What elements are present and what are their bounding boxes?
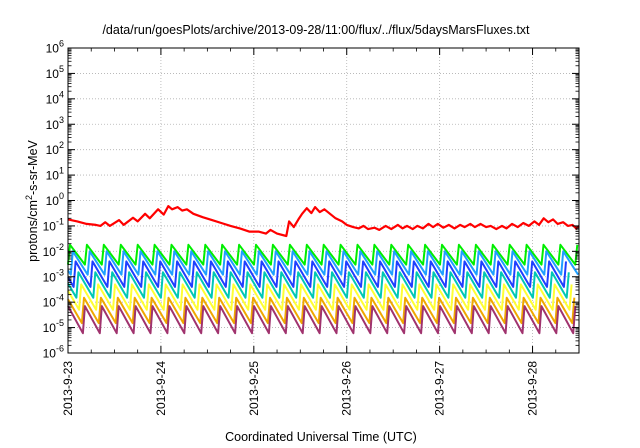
data-series-line xyxy=(67,250,579,276)
x-axis-label: Coordinated Universal Time (UTC) xyxy=(225,430,417,444)
data-series-line xyxy=(67,305,577,335)
y-tick-label: 10-2 xyxy=(43,242,64,259)
y-tick-label-exponent: 6 xyxy=(59,39,64,49)
y-tick-label: 10-4 xyxy=(43,293,64,310)
y-tick-label-exponent: -4 xyxy=(56,293,64,303)
y-tick-label-base: 10 xyxy=(43,296,57,310)
y-tick-label-base: 10 xyxy=(43,347,57,361)
x-tick-label: 2013-9-26 xyxy=(340,361,354,416)
y-tick-label-base: 10 xyxy=(43,219,57,233)
y-tick-label: 104 xyxy=(46,89,64,106)
data-series-line xyxy=(67,271,570,299)
y-tick-label-base: 10 xyxy=(43,245,57,259)
data-series-line xyxy=(67,205,580,238)
y-tick-label: 10-1 xyxy=(43,216,64,233)
y-tick-label-base: 10 xyxy=(46,118,60,132)
x-tick-label: 2013-9-25 xyxy=(247,361,261,416)
y-axis-ticks: 10-610-510-410-310-210-11001011021031041… xyxy=(43,39,579,361)
y-tick-label-exponent: -5 xyxy=(56,318,64,328)
chart-title: /data/run/goesPlots/archive/2013-09-28/1… xyxy=(102,23,530,37)
y-tick-label: 10-3 xyxy=(43,267,64,284)
y-tick-label-exponent: 4 xyxy=(59,89,64,99)
y-tick-label: 10-5 xyxy=(43,318,64,335)
data-series-line xyxy=(67,296,576,325)
data-series-line xyxy=(67,260,567,288)
x-tick-label: 2013-9-28 xyxy=(526,361,540,416)
y-tick-label-base: 10 xyxy=(46,143,60,157)
y-tick-label: 100 xyxy=(46,191,64,208)
y-tick-label-exponent: 0 xyxy=(59,191,64,201)
x-axis-ticks: 2013-9-23 2013-9-24 2013-9-25 2013-9-26 2013… xyxy=(61,48,557,416)
y-tick-label-base: 10 xyxy=(46,169,60,183)
y-tick-label: 10-6 xyxy=(43,344,64,361)
y-tick-label-base: 10 xyxy=(43,321,57,335)
y-tick-label-exponent: 2 xyxy=(59,140,64,150)
y-tick-label-base: 10 xyxy=(46,92,60,106)
y-axis-label-suffix: -s-sr-MeV xyxy=(26,139,40,195)
y-axis-label: protons/cm2-s-sr-MeV xyxy=(24,139,40,261)
y-tick-label-exponent: 1 xyxy=(59,166,64,176)
y-tick-label-exponent: 3 xyxy=(59,115,64,125)
y-axis-label-prefix: protons/cm xyxy=(26,200,40,262)
x-tick-label: 2013-9-24 xyxy=(154,361,168,416)
y-axis-label-superscript: 2 xyxy=(24,195,34,200)
y-tick-label-exponent: -2 xyxy=(56,242,64,252)
x-tick-label: 2013-9-27 xyxy=(433,361,447,416)
y-tick-label: 101 xyxy=(46,166,64,183)
y-tick-label: 106 xyxy=(46,39,64,56)
data-series-line xyxy=(67,243,579,266)
data-series-line xyxy=(67,283,573,311)
y-tick-label-exponent: -1 xyxy=(56,216,64,226)
series-lines xyxy=(67,205,580,335)
y-tick-label: 102 xyxy=(46,140,64,157)
y-tick-label: 105 xyxy=(46,64,64,81)
y-tick-label-exponent: -3 xyxy=(56,267,64,277)
y-tick-label-base: 10 xyxy=(46,67,60,81)
y-tick-label-exponent: 5 xyxy=(59,64,64,74)
x-tick-label: 2013-9-23 xyxy=(61,361,75,416)
y-tick-label: 103 xyxy=(46,115,64,132)
y-tick-label-base: 10 xyxy=(46,42,60,56)
y-tick-label-exponent: -6 xyxy=(56,344,64,354)
y-tick-label-base: 10 xyxy=(43,270,57,284)
y-tick-label-base: 10 xyxy=(46,194,60,208)
